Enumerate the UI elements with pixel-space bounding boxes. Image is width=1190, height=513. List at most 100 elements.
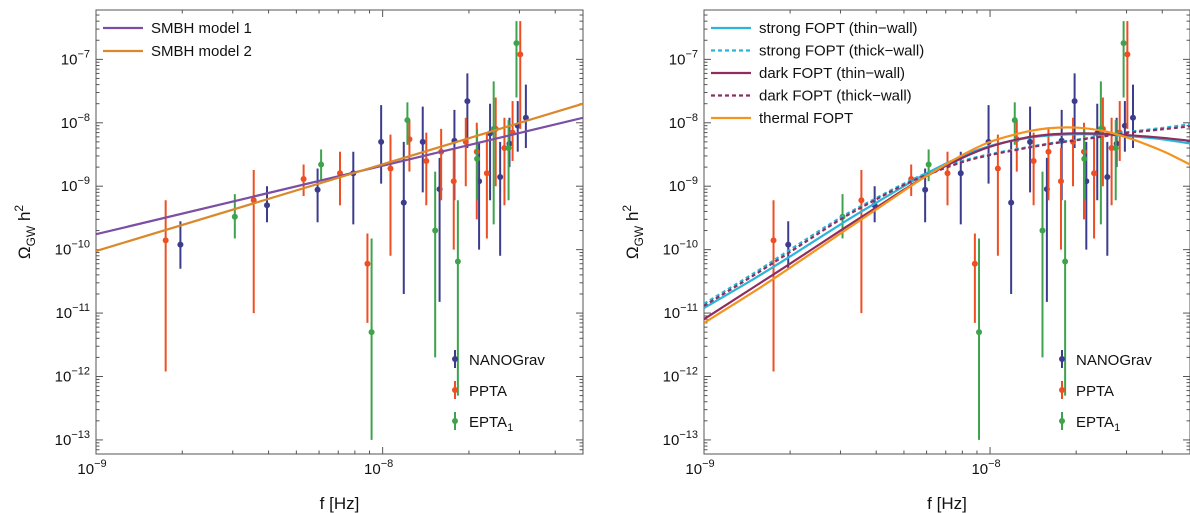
legend-label: NANOGrav <box>469 352 545 369</box>
data-point <box>1030 157 1037 164</box>
plot-frame <box>703 9 1190 455</box>
y-tick-label: 10−8 <box>669 112 698 132</box>
y-tick-label: 10−7 <box>669 48 698 68</box>
y-tick-label-exp: −10 <box>679 239 698 251</box>
data-point <box>474 155 481 162</box>
data-point <box>400 199 407 206</box>
y-tick-label: 10−12 <box>663 365 698 385</box>
y-tick-label-base: 10 <box>55 368 72 385</box>
data-point <box>1027 138 1034 145</box>
legend-label: EPTA1 <box>469 414 513 434</box>
legend-label-text: PPTA <box>469 383 507 400</box>
data-point <box>994 165 1001 172</box>
data-point <box>387 165 394 172</box>
series-epta <box>231 21 520 440</box>
series-epta <box>839 21 1127 440</box>
data-point <box>450 178 457 185</box>
legend-label: strong FOPT (thick−wall) <box>759 43 924 60</box>
legend-point <box>1059 418 1065 424</box>
data-point <box>454 258 461 265</box>
y-tick-label-exp: −12 <box>71 365 90 377</box>
data-point <box>1129 114 1136 121</box>
model-curves <box>704 123 1190 324</box>
legend-label: dark FOPT (thin−wall) <box>759 65 905 82</box>
y-tick-label-exp: −11 <box>72 302 90 314</box>
data-point <box>1062 258 1069 265</box>
y-tick-label: 10−9 <box>669 175 698 195</box>
x-tick-label: 10−9 <box>685 458 714 478</box>
legend-label: PPTA <box>1076 383 1114 400</box>
legend-label: strong FOPT (thin−wall) <box>759 20 918 37</box>
data-point <box>922 186 929 193</box>
legend-experiments: NANOGrav PPTA EPTA1 <box>1059 350 1152 434</box>
data-point <box>858 197 865 204</box>
data-point <box>364 260 371 267</box>
y-tick-label-exp: −9 <box>685 175 698 187</box>
x-tick-label-base: 10 <box>364 461 381 478</box>
data-point <box>976 329 983 336</box>
data-point <box>497 173 504 180</box>
legend-label-text: NANOGrav <box>469 352 545 369</box>
y-tick-label-base: 10 <box>669 115 686 132</box>
data-point <box>1091 170 1098 177</box>
y-tick-label: 10−11 <box>663 302 698 322</box>
x-tick-label: 10−8 <box>971 458 1000 478</box>
y-tick-label: 10−9 <box>61 175 90 195</box>
data-point <box>505 145 512 152</box>
legend-label: thermal FOPT <box>759 110 853 127</box>
legend-label-text: EPTA <box>1076 414 1114 431</box>
y-tick-label-exp: −8 <box>77 112 90 124</box>
model-curves <box>96 102 583 253</box>
y-tick-label-base: 10 <box>663 368 680 385</box>
data-point <box>1081 155 1088 162</box>
axis-ticks <box>95 9 584 455</box>
data-point <box>162 237 169 244</box>
y-tick-label-exp: −7 <box>77 48 90 60</box>
curve-thermal-fopt <box>704 126 1190 324</box>
y-axis-label: ΩGW h2 <box>12 205 38 260</box>
y-tick-label-exp: −12 <box>679 365 698 377</box>
data-point <box>517 51 524 58</box>
y-tick-label: 10−8 <box>61 112 90 132</box>
y-tick-label-base: 10 <box>663 242 680 259</box>
data-point <box>404 117 411 124</box>
y-axis-label-h: h <box>15 212 34 226</box>
y-axis-label-sup: 2 <box>12 205 26 212</box>
x-tick-label-exp: −8 <box>381 458 394 470</box>
plot-frame <box>95 9 584 455</box>
y-tick-label-base: 10 <box>663 305 680 322</box>
legend-label-text: PPTA <box>1076 383 1114 400</box>
legend-label: SMBH model 2 <box>151 43 252 60</box>
legend-label-sub: 1 <box>1114 422 1120 434</box>
legend-label: SMBH model 1 <box>151 20 252 37</box>
legend-point <box>452 387 458 393</box>
data-point <box>1120 40 1127 47</box>
y-axis-label-h: h <box>623 212 642 226</box>
x-tick-label: 10−8 <box>364 458 393 478</box>
data-point <box>419 138 426 145</box>
x-axis-label: f [Hz] <box>320 494 360 513</box>
x-axis-label: f [Hz] <box>927 494 967 513</box>
data-point <box>1057 178 1064 185</box>
x-tick-label-exp: −9 <box>702 458 715 470</box>
y-tick-label-base: 10 <box>61 51 78 68</box>
data-point <box>1104 173 1111 180</box>
legend-point <box>452 356 458 362</box>
x-tick-label: 10−9 <box>77 458 106 478</box>
data-point <box>432 227 439 234</box>
y-tick-label-base: 10 <box>55 242 72 259</box>
y-tick-label-base: 10 <box>61 115 78 132</box>
data-point <box>770 237 777 244</box>
y-axis-label-sup: 2 <box>620 205 634 212</box>
legend-label: dark FOPT (thick−wall) <box>759 88 912 105</box>
y-tick-label-base: 10 <box>55 305 72 322</box>
data-point <box>464 98 471 105</box>
data-point <box>314 186 321 193</box>
data-point <box>264 202 271 209</box>
data-point <box>944 170 951 177</box>
x-tick-label-base: 10 <box>685 461 702 478</box>
y-axis-label: ΩGW h2 <box>620 205 646 260</box>
legend-curves: strong FOPT (thin−wall) strong FOPT (thic… <box>711 20 924 127</box>
